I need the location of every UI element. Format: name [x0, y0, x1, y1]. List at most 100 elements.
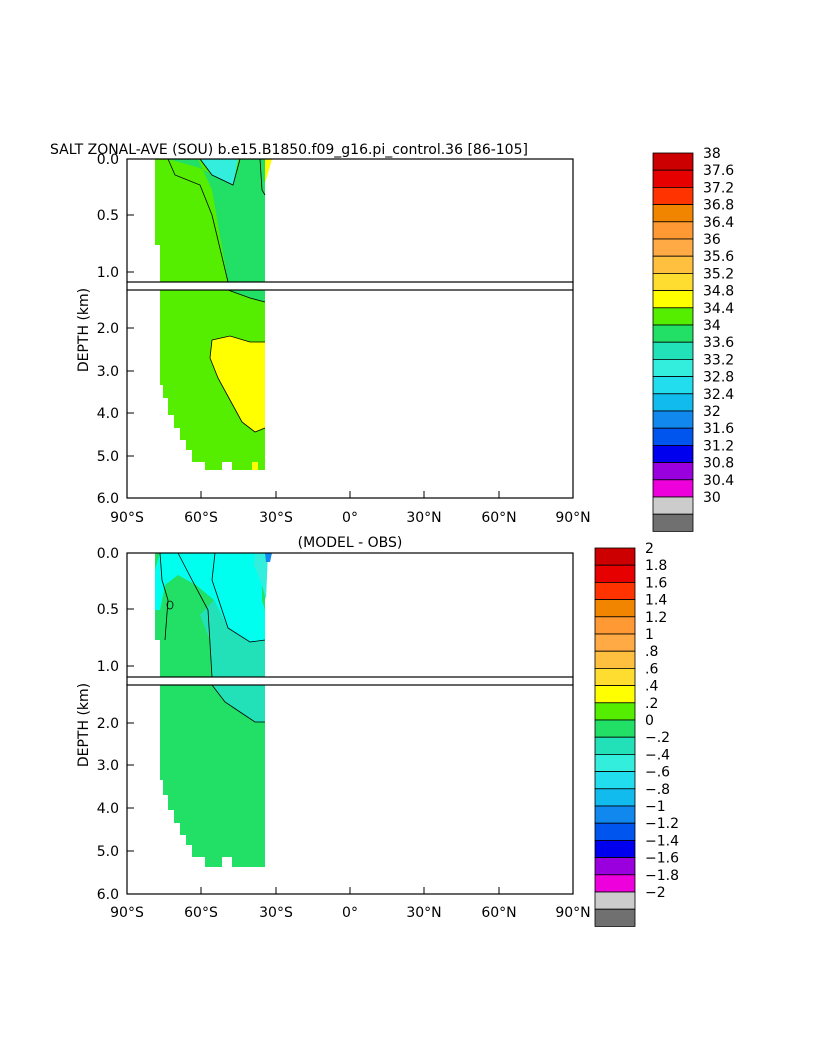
colorbar-label: −2: [645, 885, 666, 901]
x-tick-label: 60°S: [184, 905, 218, 921]
colorbar-label: 31.2: [703, 438, 734, 454]
colorbar-swatch: [652, 186, 694, 205]
colorbar-swatch: [594, 599, 636, 618]
colorbar: 21.81.61.41.21.8.6.4.20−.2−.4−.6−.8−1−1.…: [594, 541, 679, 927]
contour-upper-3: [259, 158, 266, 196]
y-tick-label: 0.0: [97, 152, 119, 168]
x-tick-label: 0°: [342, 510, 358, 526]
colorbar-swatch: [594, 736, 636, 755]
colorbar-label: 2: [645, 541, 654, 557]
colorbar-label: −1.6: [645, 851, 679, 867]
y-tick-label: 0.0: [97, 546, 119, 562]
field-yellow-lower: [210, 336, 265, 432]
contour-upper-3: [159, 552, 169, 641]
contour-upper-1: [177, 552, 213, 678]
field-cyan-lower: [212, 685, 265, 722]
colorbar-label: 31.6: [703, 421, 734, 437]
colorbar-swatch: [594, 805, 636, 824]
colorbar-label: 36: [703, 232, 721, 248]
contour-lower-1: [211, 335, 265, 343]
upper-panel-fields: [155, 158, 272, 283]
y-tick-label: 3.0: [97, 364, 119, 380]
colorbar-label: 37.6: [703, 163, 734, 179]
y-tick-label: 5.0: [97, 844, 119, 860]
colorbar-label: 32.4: [703, 387, 734, 403]
colorbar-swatch: [594, 685, 636, 704]
colorbar-label: 38: [703, 146, 721, 162]
colorbar-label: −1.8: [645, 868, 679, 884]
x-tick-marks: [126, 887, 574, 894]
colorbar-swatch: [594, 840, 636, 859]
colorbar-label: −1.4: [645, 833, 679, 849]
colorbar-label: 1.8: [645, 558, 667, 574]
colorbar-swatch: [594, 719, 636, 738]
field-green-lower: [160, 290, 265, 470]
x-tick-label: 30°S: [259, 510, 293, 526]
colorbar-label: 35.6: [703, 249, 734, 265]
lower-panel-fields: [160, 684, 265, 867]
colorbar-swatch: [652, 513, 694, 532]
upper-panel-fields: [155, 552, 272, 678]
field-cyan-upper: [200, 159, 238, 185]
colorbar-label: 33.6: [703, 335, 734, 351]
y-tick-label: 0.5: [97, 208, 119, 224]
y-tick-label: 0.5: [97, 602, 119, 618]
colorbar-label: 30.8: [703, 456, 734, 472]
colorbar-label: 30: [703, 490, 721, 506]
y-tick-marks: [127, 158, 134, 457]
colorbar-swatch: [594, 616, 636, 635]
y-tick-label: 4.0: [97, 801, 119, 817]
colorbar-label: .2: [645, 696, 658, 712]
x-tick-marks: [126, 491, 574, 498]
colorbar-label: −.4: [645, 747, 670, 763]
colorbar-label: 35.2: [703, 266, 734, 282]
x-tick-label: 90°N: [555, 905, 590, 921]
y-axis-label: DEPTH (km): [76, 683, 92, 767]
x-tick-label: 90°S: [110, 905, 144, 921]
contour-upper-1: [167, 158, 229, 283]
colorbar-label: 33.2: [703, 352, 734, 368]
y-tick-label: 6.0: [97, 887, 119, 903]
colorbar-swatch: [652, 307, 694, 326]
y-tick-label: 6.0: [97, 491, 119, 507]
colorbar-label: .8: [645, 644, 658, 660]
colorbar-label: −1.2: [645, 816, 679, 832]
colorbar-swatch: [594, 702, 636, 721]
x-tick-label: 30°S: [259, 905, 293, 921]
salinity-chart: SALT ZONAL-AVE (SOU) b.e15.B1850.f09_g16…: [50, 142, 734, 532]
colorbar-swatch: [594, 908, 636, 927]
field-cyan-upper: [155, 553, 265, 642]
upper-panel-frame: [126, 158, 574, 283]
y-tick-label: 1.0: [97, 659, 119, 675]
x-tick-label: 90°S: [110, 510, 144, 526]
colorbar-label: 1.4: [645, 593, 667, 609]
colorbar-swatch: [652, 152, 694, 171]
field-yellow-patch: [252, 462, 258, 470]
colorbar-swatch: [652, 376, 694, 395]
x-tick-label: 30°N: [406, 510, 441, 526]
x-tick-labels: 90°S 60°S 30°S 0° 30°N 60°N 90°N: [110, 905, 591, 921]
colorbar-swatch: [652, 427, 694, 446]
colorbar-swatch: [652, 324, 694, 343]
colorbar-label: 32.8: [703, 370, 734, 386]
colorbar-label: 36.8: [703, 198, 734, 214]
colorbar-swatch: [652, 393, 694, 412]
field-blue-spot: [265, 553, 272, 562]
colorbar-label: 1.2: [645, 610, 667, 626]
colorbar-label: 1: [645, 627, 654, 643]
colorbar-swatch: [652, 169, 694, 188]
colorbar-swatch: [652, 290, 694, 309]
contour-upper-2: [199, 158, 241, 186]
y-tick-label: 2.0: [97, 321, 119, 337]
y-tick-label: 4.0: [97, 406, 119, 422]
field-green-lower: [160, 685, 265, 867]
colorbar-label: 0: [645, 713, 654, 729]
colorbar-swatch: [594, 891, 636, 910]
difference-chart: (MODEL - OBS): [76, 535, 679, 927]
colorbar-swatch: [594, 650, 636, 669]
x-tick-label: 30°N: [406, 905, 441, 921]
colorbar-label: −.8: [645, 782, 670, 798]
y-axis-label: DEPTH (km): [76, 288, 92, 372]
colorbar-swatch: [594, 822, 636, 841]
